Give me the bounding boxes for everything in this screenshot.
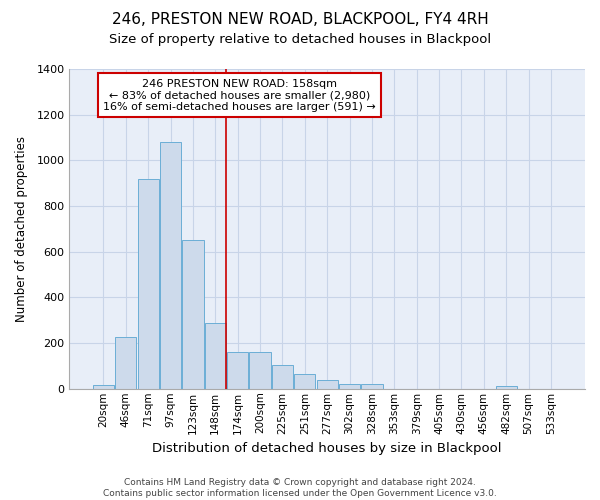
Bar bbox=[205, 322, 226, 389]
Bar bbox=[182, 240, 203, 389]
Text: Contains HM Land Registry data © Crown copyright and database right 2024.
Contai: Contains HM Land Registry data © Crown c… bbox=[103, 478, 497, 498]
Bar bbox=[227, 352, 248, 389]
Y-axis label: Number of detached properties: Number of detached properties bbox=[15, 136, 28, 322]
Bar bbox=[317, 380, 338, 389]
Text: 246 PRESTON NEW ROAD: 158sqm
← 83% of detached houses are smaller (2,980)
16% of: 246 PRESTON NEW ROAD: 158sqm ← 83% of de… bbox=[103, 78, 376, 112]
Bar bbox=[272, 365, 293, 389]
X-axis label: Distribution of detached houses by size in Blackpool: Distribution of detached houses by size … bbox=[152, 442, 502, 455]
Bar bbox=[137, 178, 159, 389]
Bar bbox=[361, 384, 383, 389]
Bar bbox=[160, 142, 181, 389]
Bar bbox=[294, 374, 316, 389]
Bar bbox=[496, 386, 517, 389]
Text: Size of property relative to detached houses in Blackpool: Size of property relative to detached ho… bbox=[109, 32, 491, 46]
Bar bbox=[250, 352, 271, 389]
Text: 246, PRESTON NEW ROAD, BLACKPOOL, FY4 4RH: 246, PRESTON NEW ROAD, BLACKPOOL, FY4 4R… bbox=[112, 12, 488, 28]
Bar bbox=[115, 338, 136, 389]
Bar bbox=[339, 384, 360, 389]
Bar bbox=[93, 386, 114, 389]
